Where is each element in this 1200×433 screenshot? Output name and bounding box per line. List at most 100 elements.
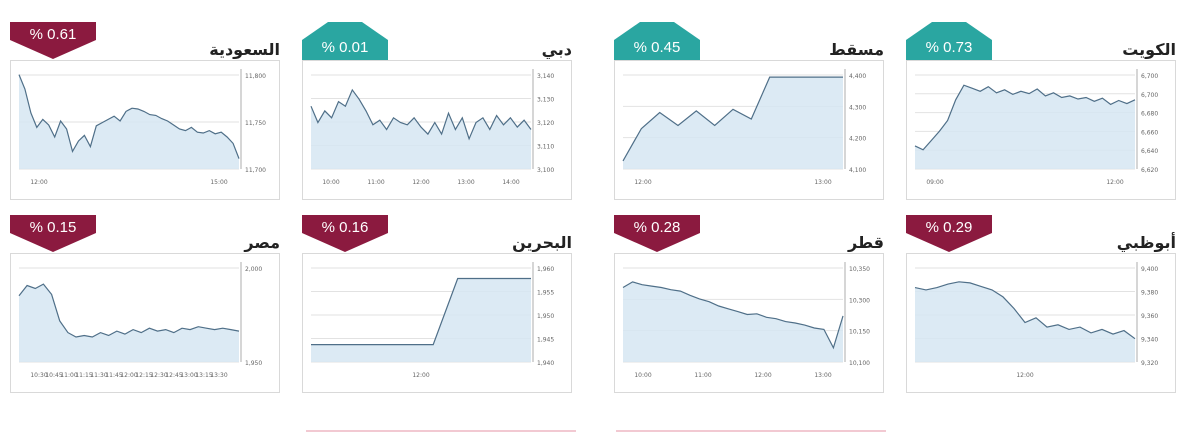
x-tick-label: 13:00: [814, 179, 831, 186]
y-tick-label: 4,200: [849, 136, 866, 143]
area-fill: [915, 85, 1135, 169]
chart-abudhabi: 9,400 9,380 9,360 9,340 9,320 12:00: [914, 262, 1158, 379]
badge-shape: [614, 215, 700, 252]
series-line: [622, 281, 844, 350]
change-value: % 0.16: [321, 219, 369, 236]
y-tick-label: 1,940: [537, 360, 554, 367]
divider-line: [616, 430, 886, 432]
x-tick-label: 12:00: [634, 179, 651, 186]
y-tick-label: 1,960: [537, 266, 554, 273]
chart-frame: 4,400 4,300 4,200 4,100 12:00 13:00: [614, 60, 884, 200]
x-tick-label: 15:00: [210, 179, 227, 186]
change-badge: % 0.29: [906, 215, 992, 255]
change-badge: % 0.28: [614, 215, 700, 255]
y-tick-label: 4,300: [849, 104, 866, 111]
panel-qatar: % 0.28 قطر 10,350 10,300 10,150 10,100 10:00…: [614, 215, 884, 393]
x-tick-label: 14:00: [502, 179, 519, 186]
badge-shape: [302, 22, 388, 60]
change-value: % 0.61: [29, 26, 77, 43]
market-name: مصر: [244, 233, 280, 252]
series-line: [310, 88, 532, 141]
change-value: % 0.28: [633, 219, 681, 236]
y-tick-label: 6,620: [1141, 167, 1158, 174]
y-tick-label: 3,100: [537, 167, 554, 174]
x-tick-label: 11:30: [90, 372, 107, 379]
y-tick-label: 10,300: [849, 297, 870, 304]
y-tick-label: 9,400: [1141, 266, 1158, 273]
x-tick-label: 13:00: [457, 179, 474, 186]
y-tick-label: 9,340: [1141, 337, 1158, 344]
market-name: البحرين: [512, 233, 572, 252]
change-value: % 0.29: [925, 219, 973, 236]
y-tick-label: 10,150: [849, 329, 870, 336]
panel-abudhabi: % 0.29 أبوظبي 9,400 9,380 9,360 9,340 9,320 1…: [906, 215, 1176, 393]
area-fill: [623, 281, 843, 362]
x-tick-label: 12:00: [30, 179, 47, 186]
series-line: [18, 283, 240, 338]
x-tick-label: 12:00: [1016, 372, 1033, 379]
chart-bahrain: 1,960 1,955 1,950 1,945 1,940 12:00: [311, 262, 554, 379]
market-name: دبي: [541, 40, 572, 59]
x-tick-label: 13:15: [195, 372, 212, 379]
chart-saudi: 11,800 11,750 11,700 12:00 15:00: [18, 69, 266, 186]
y-tick-label: 1,945: [537, 337, 554, 344]
y-tick-label: 6,700: [1141, 73, 1158, 80]
x-tick-label: 10:45: [45, 372, 62, 379]
change-value: % 0.45: [633, 39, 681, 56]
chart-qatar: 10,350 10,300 10,150 10,100 10:00 11:00 12:00 1…: [622, 262, 870, 379]
y-tick-label: 11,800: [245, 73, 266, 80]
x-tick-label: 12:00: [754, 372, 771, 379]
x-tick-label: 11:45: [105, 372, 122, 379]
change-value: % 0.73: [925, 39, 973, 56]
change-value: % 0.15: [29, 219, 77, 236]
area-fill: [311, 278, 531, 362]
chart-frame: 9,400 9,380 9,360 9,340 9,320 12:00: [906, 253, 1176, 393]
chart-frame: 11,800 11,750 11,700 12:00 15:00: [10, 60, 280, 200]
y-tick-label: 10,350: [849, 266, 870, 273]
chart-frame: 3,140 3,130 3,120 3,110 3,100 10:00 11:00 12:00…: [302, 60, 572, 200]
panel-kuwait: % 0.73 الكويت 6,700 6,700 6,680 6,660 6,640 6…: [906, 22, 1176, 200]
change-badge: % 0.45: [614, 22, 700, 62]
area-fill: [623, 77, 843, 169]
panel-muscat: % 0.45 مسقط 4,400 4,300 4,200 4,100 12:00 13:…: [614, 22, 884, 200]
y-tick-label: 3,110: [537, 144, 554, 151]
panel-saudi: % 0.61 السعودية 11,800 11,750 11,700 12:00 1…: [10, 22, 280, 200]
y-tick-label: 4,100: [849, 167, 866, 174]
series-line: [914, 84, 1136, 151]
y-tick-label: 4,400: [849, 73, 866, 80]
x-tick-label: 12:45: [165, 372, 182, 379]
change-badge: % 0.15: [10, 215, 96, 255]
x-tick-label: 10:00: [634, 372, 651, 379]
series-line: [311, 277, 531, 346]
chart-muscat: 4,400 4,300 4,200 4,100 12:00 13:00: [622, 69, 866, 186]
x-tick-label: 11:00: [60, 372, 77, 379]
series-line: [914, 281, 1136, 340]
y-tick-label: 3,120: [537, 120, 554, 127]
y-tick-label: 9,360: [1141, 313, 1158, 320]
x-tick-label: 10:00: [322, 179, 339, 186]
chart-frame: 10,350 10,300 10,150 10,100 10:00 11:00 12:00 1…: [614, 253, 884, 393]
area-fill: [915, 281, 1135, 362]
y-tick-label: 6,680: [1141, 111, 1158, 118]
x-tick-label: 10:30: [30, 372, 47, 379]
y-tick-label: 1,950: [537, 313, 554, 320]
x-tick-label: 09:00: [926, 179, 943, 186]
market-name: الكويت: [1122, 40, 1176, 59]
panel-bahrain: % 0.16 البحرين 1,960 1,955 1,950 1,945 1,940…: [302, 215, 572, 393]
badge-shape: [614, 22, 700, 60]
y-tick-label: 1,950: [245, 360, 262, 367]
y-tick-label: 1,955: [537, 290, 554, 297]
series-line: [18, 74, 240, 159]
market-name: مسقط: [829, 40, 884, 59]
badge-shape: [10, 215, 96, 252]
x-tick-label: 11:00: [694, 372, 711, 379]
x-tick-label: 11:00: [367, 179, 384, 186]
chart-frame: 1,960 1,955 1,950 1,945 1,940 12:00: [302, 253, 572, 393]
area-fill: [19, 74, 239, 169]
badge-shape: [10, 22, 96, 59]
change-badge: % 0.73: [906, 22, 992, 62]
market-name: أبوظبي: [1116, 233, 1176, 252]
y-tick-label: 6,700: [1141, 92, 1158, 99]
panel-egypt: % 0.15 مصر 2,000 1,950 10:30 10:45 11:00 11:1…: [10, 215, 280, 393]
y-tick-label: 3,130: [537, 97, 554, 104]
